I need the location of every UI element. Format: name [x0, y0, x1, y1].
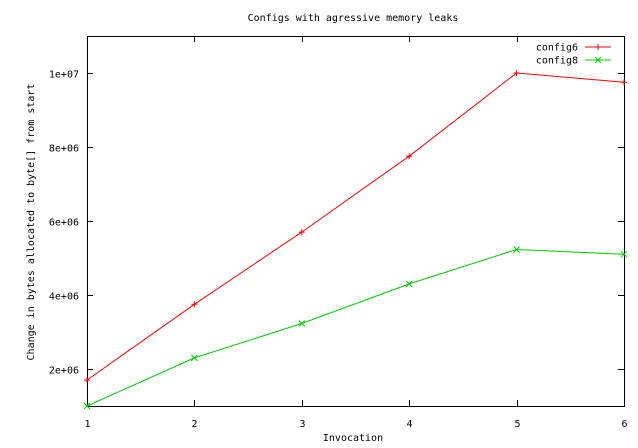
data-point-config6	[298, 229, 305, 236]
series-config8	[83, 246, 628, 410]
x-tick-label: 5	[514, 419, 520, 430]
x-tick-label: 3	[299, 419, 305, 430]
legend-label-config8: config8	[536, 56, 578, 67]
data-point-config6	[513, 70, 520, 76]
plot-frame	[87, 36, 625, 407]
x-tick-label: 1	[84, 419, 90, 430]
y-tick-label: 8e+06	[49, 144, 79, 155]
data-point-config8	[298, 320, 306, 327]
y-axis-title: Change in bytes allocated to byte[] from…	[26, 84, 37, 361]
series-layer	[83, 70, 628, 410]
legend-marker-config6	[595, 44, 601, 50]
x-tick-label: 2	[191, 419, 197, 430]
data-point-config8	[191, 354, 198, 362]
y-tick-label: 1e+07	[49, 70, 79, 81]
legend-marker-config8	[594, 56, 602, 64]
legend-label-config6: config6	[536, 43, 578, 54]
data-point-config8	[620, 250, 628, 258]
data-point-config6	[621, 79, 627, 86]
y-tick-label: 2e+06	[49, 366, 79, 377]
x-axis-title: Invocation	[323, 433, 383, 444]
data-point-config8	[83, 402, 91, 410]
data-point-config6	[191, 301, 198, 308]
data-point-config6	[84, 377, 90, 384]
x-axis: 1 2 3 4 5 6	[84, 36, 628, 430]
y-tick-label: 4e+06	[49, 292, 79, 303]
chart-title: Configs with agressive memory leaks	[248, 13, 459, 24]
series-line-config8	[86, 248, 625, 407]
data-point-config8	[405, 280, 413, 288]
x-tick-label: 4	[406, 419, 412, 430]
y-tick-label: 6e+06	[49, 218, 79, 229]
series-line-config6	[86, 72, 625, 381]
y-axis: 2e+06 4e+06 6e+06 8e+06 1e+07	[49, 70, 624, 377]
x-tick-label: 6	[621, 419, 627, 430]
data-point-config8	[513, 246, 520, 253]
data-point-config6	[406, 153, 413, 160]
series-config6	[84, 70, 627, 384]
legend: config6 config8	[536, 43, 611, 67]
